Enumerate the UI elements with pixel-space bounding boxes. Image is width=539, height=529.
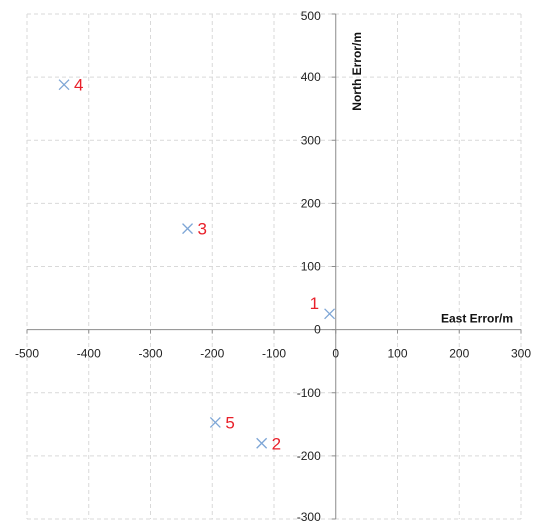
x-tick-label--100: -100 bbox=[262, 347, 286, 361]
y-axis-label: North Error/m bbox=[350, 32, 364, 111]
x-axis-label: East Error/m bbox=[441, 312, 513, 326]
point-label-2: 2 bbox=[272, 434, 281, 453]
y-tick-label--200: -200 bbox=[297, 449, 321, 463]
point-label-3: 3 bbox=[198, 220, 207, 239]
x-tick-label--200: -200 bbox=[200, 347, 224, 361]
y-tick-label--100: -100 bbox=[297, 386, 321, 400]
x-tick-label-0: 0 bbox=[332, 347, 339, 361]
data-point-5: 5 bbox=[209, 413, 235, 432]
marker-stroke-b bbox=[182, 223, 194, 235]
point-label-4: 4 bbox=[74, 76, 83, 95]
x-tick-label-100: 100 bbox=[387, 347, 407, 361]
data-point-1: 1 bbox=[310, 294, 336, 320]
data-points: 1 2 3 4 5 bbox=[58, 76, 336, 453]
y-tick-label-300: 300 bbox=[301, 133, 321, 147]
marker-stroke-b bbox=[324, 308, 336, 320]
y-tick-label--300: -300 bbox=[297, 510, 321, 524]
point-label-5: 5 bbox=[225, 413, 234, 432]
y-tick-label-100: 100 bbox=[301, 260, 321, 274]
x-tick-label--500: -500 bbox=[15, 347, 39, 361]
axes bbox=[26, 13, 522, 520]
x-tick-label--400: -400 bbox=[77, 347, 101, 361]
y-tick-label-500: 500 bbox=[301, 9, 321, 23]
marker-stroke-b bbox=[256, 437, 268, 449]
x-tick-label-200: 200 bbox=[449, 347, 469, 361]
y-tick-label-200: 200 bbox=[301, 196, 321, 210]
tick-labels: -500 -400 -300 -200 -100 0 100 200 300 -300 -200 -1… bbox=[15, 9, 531, 524]
data-point-2: 2 bbox=[256, 434, 281, 453]
y-tick-label-400: 400 bbox=[301, 70, 321, 84]
marker-stroke-b bbox=[209, 416, 221, 428]
y-tick-label-0: 0 bbox=[314, 323, 321, 337]
point-label-1: 1 bbox=[310, 294, 319, 313]
data-point-4: 4 bbox=[58, 76, 84, 95]
data-point-3: 3 bbox=[182, 220, 207, 239]
grid bbox=[26, 13, 522, 520]
marker-stroke-b bbox=[58, 79, 70, 91]
x-tick-label--300: -300 bbox=[138, 347, 162, 361]
x-tick-label-300: 300 bbox=[511, 347, 531, 361]
